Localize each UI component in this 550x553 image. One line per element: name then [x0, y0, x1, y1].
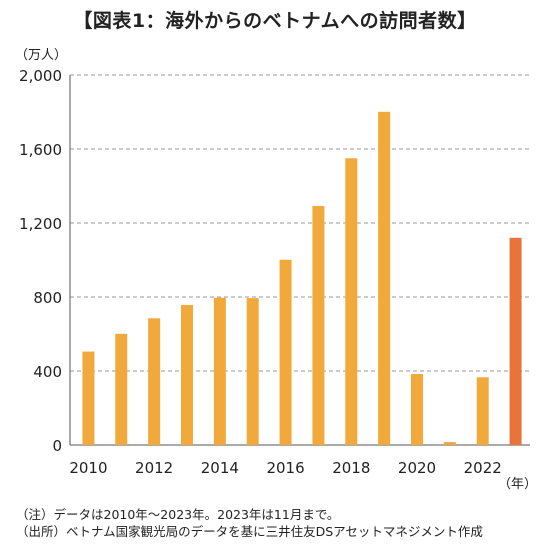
x-tick-label: 2020 — [398, 459, 436, 477]
y-tick-label: 1,200 — [19, 215, 62, 233]
y-tick-label: 800 — [33, 289, 62, 307]
bar-2014 — [213, 297, 226, 445]
bar-2023 — [509, 237, 522, 445]
y-tick-label: 400 — [33, 363, 62, 381]
y-axis-unit-label: （万人） — [15, 48, 68, 63]
bar-2015 — [246, 298, 259, 445]
x-tick-label: 2018 — [332, 459, 370, 477]
x-tick-label: 2012 — [135, 459, 173, 477]
bar-2012 — [148, 318, 161, 445]
bar-2018 — [345, 158, 358, 445]
x-axis-unit-label: （年） — [498, 477, 538, 492]
chart-title: 【図表1：海外からのベトナムへの訪問者数】 — [73, 10, 477, 32]
bar-2013 — [181, 304, 193, 445]
y-tick-label: 0 — [52, 437, 62, 455]
x-tick-label: 2016 — [266, 459, 304, 477]
note-source: （出所）ベトナム国家観光局のデータを基に三井住友DSアセットマネジメント作成 — [16, 524, 483, 539]
bar-2011 — [115, 333, 128, 445]
x-tick-label: 2022 — [464, 459, 502, 477]
bar-2022 — [476, 377, 489, 445]
y-tick-label: 1,600 — [19, 141, 62, 159]
bar-2017 — [312, 205, 325, 445]
x-tick-label: 2014 — [201, 459, 239, 477]
y-tick-label: 2,000 — [19, 67, 62, 85]
bar-2019 — [378, 111, 391, 445]
bar-2010 — [82, 351, 95, 445]
bar-2021 — [443, 442, 456, 445]
bar-2016 — [279, 259, 292, 445]
note-data-period: （注）データは2010年～2023年。2023年は11月まで。 — [16, 507, 340, 522]
bar-2020 — [411, 373, 423, 445]
chart-notes: （注）データは2010年～2023年。2023年は11月まで。 （出所）ベトナム… — [16, 506, 483, 540]
x-tick-label: 2010 — [69, 459, 107, 477]
